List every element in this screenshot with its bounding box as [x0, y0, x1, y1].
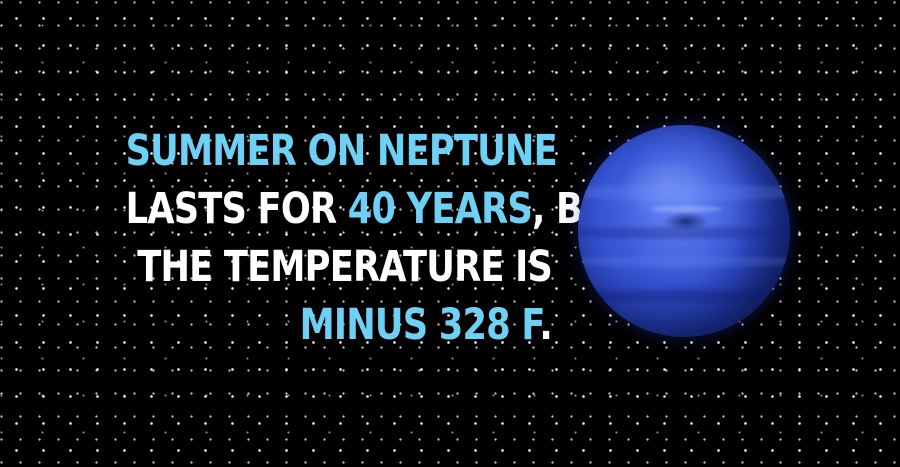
planet-dark-spot	[662, 211, 710, 231]
planet-band	[578, 226, 790, 240]
headline-duration-highlight: 40 YEARS	[347, 184, 533, 234]
planet-band	[578, 256, 790, 268]
neptune-planet-image	[578, 125, 790, 337]
headline-temperature-highlight: MINUS 328 F	[299, 300, 541, 350]
planet-highlight	[620, 154, 716, 219]
headline-line-3: THE TEMPERATURE IS	[137, 242, 553, 292]
headline-line-4-suffix: .	[539, 300, 552, 350]
planet-band	[578, 184, 790, 202]
headline-line-2: LASTS FOR 40 YEARS, BUT	[125, 180, 634, 238]
planet-band	[578, 290, 790, 304]
planet-cloud-streak	[650, 205, 723, 212]
headline: SUMMER ON NEPTUNE LASTS FOR 40 YEARS, BU…	[125, 122, 634, 354]
headline-line-1: SUMMER ON NEPTUNE	[125, 126, 558, 176]
headline-line-4: MINUS 328 F.	[126, 296, 553, 354]
headline-line-2-prefix: LASTS FOR	[125, 184, 348, 234]
